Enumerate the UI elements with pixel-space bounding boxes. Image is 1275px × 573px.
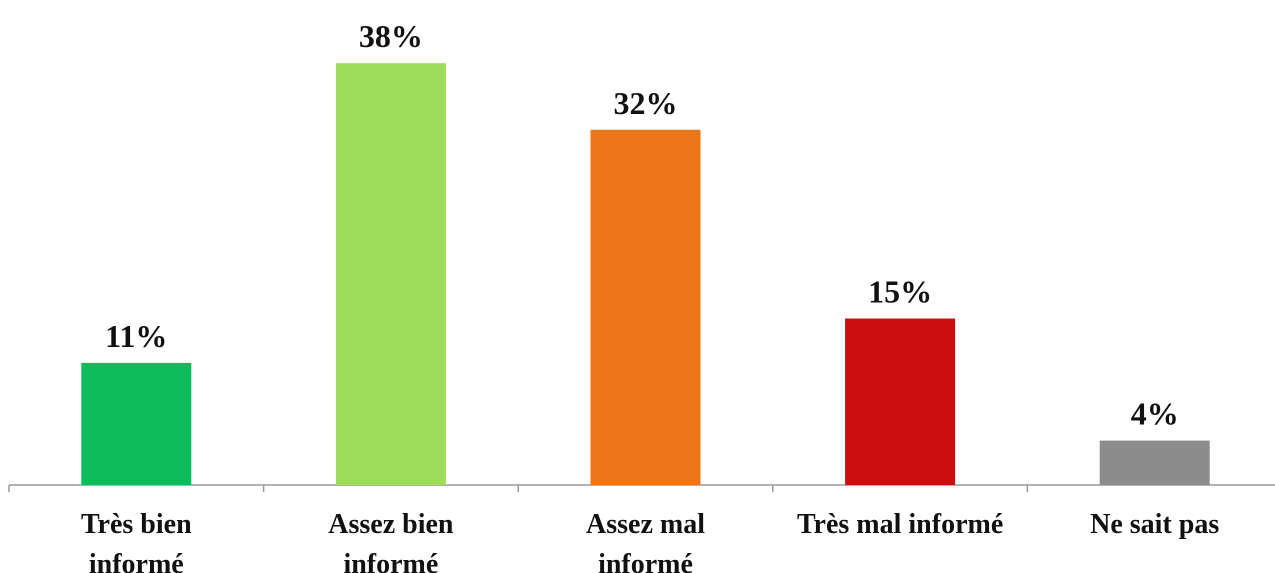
x-tick-label: Très mal informé — [796, 509, 1004, 540]
value-label: 15% — [868, 274, 932, 310]
x-tick-label: Ne sait pas — [1090, 509, 1220, 540]
value-label: 11% — [105, 318, 167, 354]
bar — [1099, 440, 1210, 485]
x-tick-label: Assez mal informé — [586, 509, 705, 573]
bar — [845, 318, 956, 485]
bar — [335, 63, 446, 485]
value-label: 32% — [614, 85, 678, 121]
x-tick-label: Assez bien informé — [328, 509, 454, 573]
bar — [590, 129, 701, 486]
x-tick-label: Très bien informé — [80, 509, 192, 573]
bar — [81, 362, 192, 485]
value-label: 38% — [359, 18, 423, 54]
value-label: 4% — [1131, 396, 1179, 432]
